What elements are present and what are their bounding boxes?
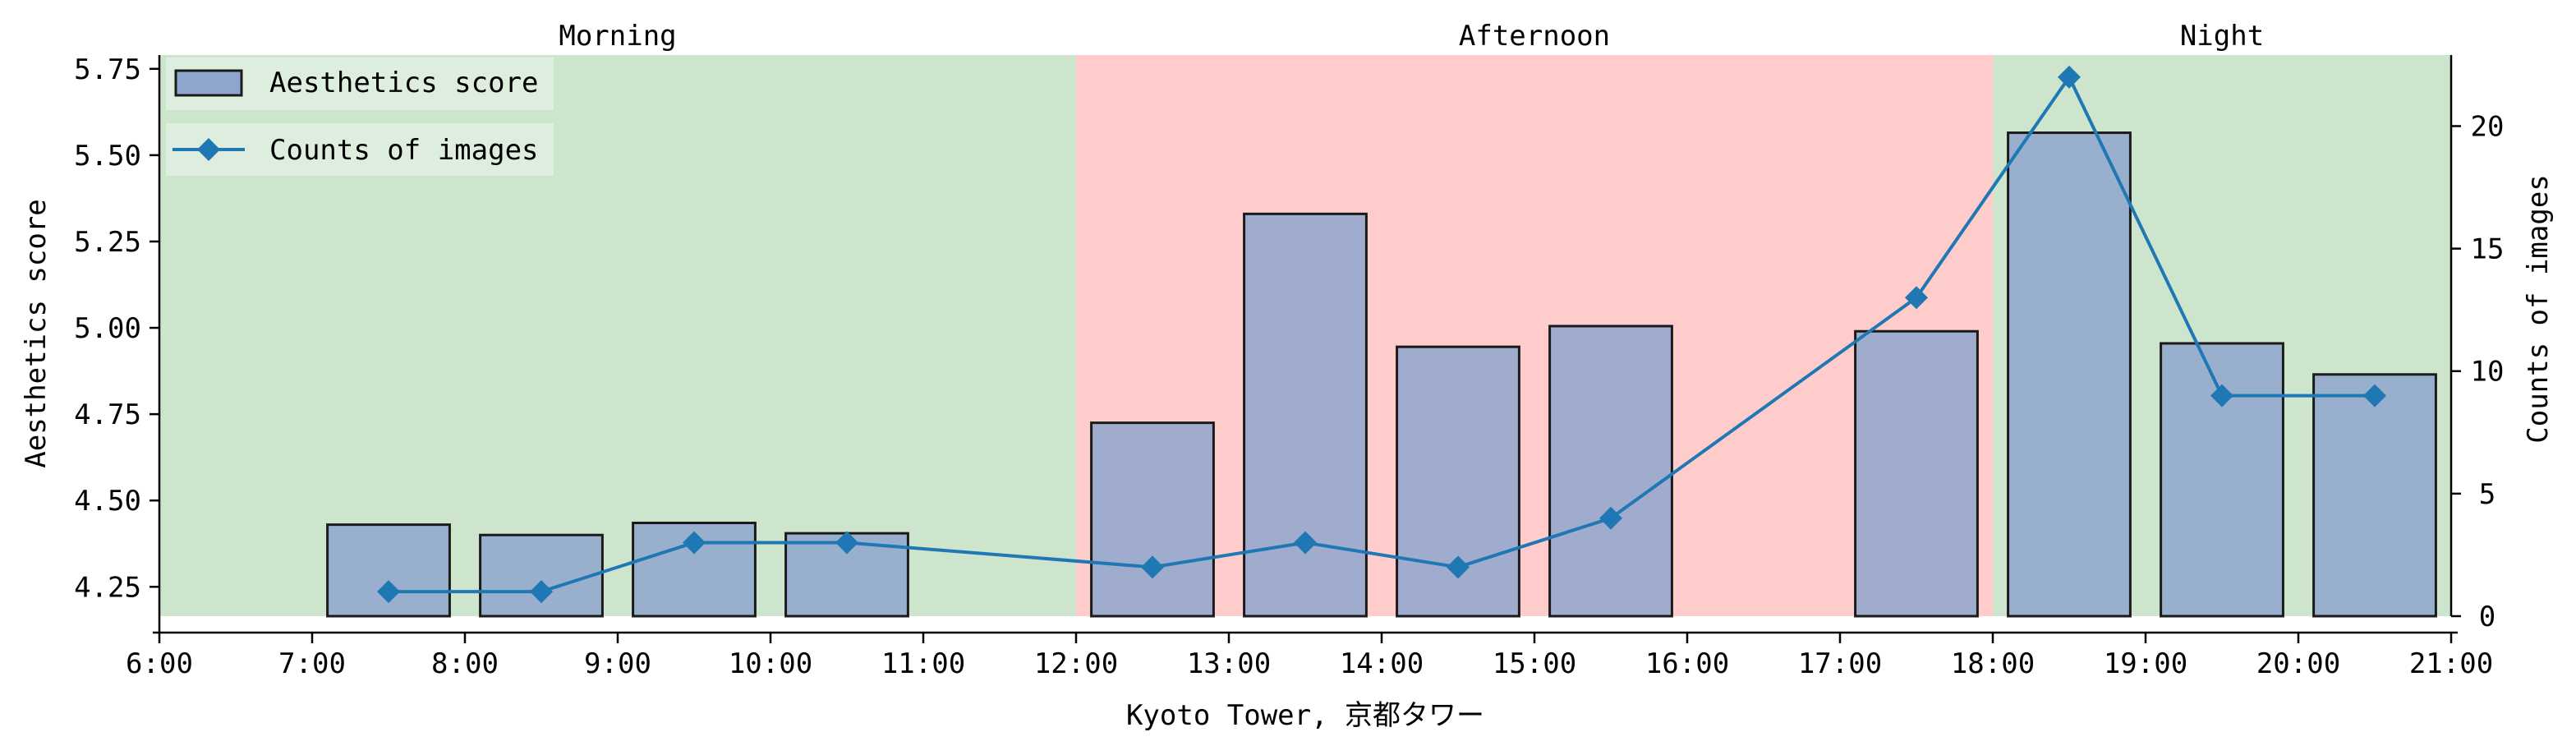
x-tick-label: 17:00 <box>1798 647 1882 680</box>
x-tick-label: 9:00 <box>584 647 651 680</box>
counts-marker <box>1294 531 1317 555</box>
x-tick-label: 7:00 <box>278 647 346 680</box>
aesthetics-bar <box>479 533 604 618</box>
counts-marker <box>683 531 706 555</box>
x-tick-label: 21:00 <box>2409 647 2493 680</box>
x-tick-label: 12:00 <box>1034 647 1118 680</box>
period-label-morning: Morning <box>559 20 676 53</box>
axes: 6:00 7:00 8:00 9:00 10:00 11:00 12:00 13:00 14:0… <box>74 53 2504 680</box>
aesthetics-bar <box>1854 329 1979 618</box>
y-tick-label: 4.75 <box>74 398 141 431</box>
aesthetics-bar <box>1090 421 1215 618</box>
x-tick-label: 18:00 <box>1951 647 2035 680</box>
x-tick-label: 14:00 <box>1340 647 1424 680</box>
counts-marker <box>2210 384 2233 407</box>
x-tick-label: 13:00 <box>1187 647 1271 680</box>
counts-line-series <box>377 65 2386 604</box>
counts-line <box>389 73 2375 594</box>
counts-marker <box>1141 555 1164 579</box>
aesthetics-bar <box>632 522 757 618</box>
x-tick-label: 10:00 <box>729 647 812 680</box>
aesthetics-bar <box>1243 212 1368 618</box>
aesthetics-bar <box>2007 131 2132 618</box>
counts-marker <box>530 580 553 604</box>
x-axis-label: Kyoto Tower, 京都タワー <box>1126 699 1484 732</box>
legend-swatch-marker <box>197 138 220 161</box>
counts-marker <box>1905 286 1928 310</box>
x-tick-label: 11:00 <box>881 647 965 680</box>
y-tick-label: 4.50 <box>74 485 141 518</box>
x-tick-label: 20:00 <box>2256 647 2340 680</box>
period-label-afternoon: Afternoon <box>1459 20 1610 53</box>
period-label-night: Night <box>2180 20 2264 53</box>
y2-tick-label: 20 <box>2471 110 2505 143</box>
y2-tick-label: 15 <box>2471 233 2505 266</box>
y2-tick-label: 5 <box>2479 478 2496 511</box>
y2-axis-label: Counts of images <box>2522 174 2555 444</box>
period-band-afternoon <box>1076 55 1993 616</box>
aesthetics-bar <box>1548 325 1673 618</box>
aesthetics-bars <box>326 131 2437 618</box>
y-tick-label: 5.00 <box>74 312 141 345</box>
x-tick-label: 16:00 <box>1645 647 1729 680</box>
counts-marker <box>1447 555 1470 579</box>
legend-swatch-bar <box>174 69 243 97</box>
counts-marker <box>835 531 858 555</box>
y-tick-label: 5.75 <box>74 53 141 86</box>
counts-marker <box>2058 65 2081 89</box>
x-tick-label: 6:00 <box>126 647 193 680</box>
y-tick-label: 5.50 <box>74 140 141 173</box>
y2-tick-label: 10 <box>2471 356 2505 389</box>
legend: Aesthetics score Counts of images <box>166 58 554 176</box>
aesthetics-bar <box>2312 373 2437 618</box>
y-axis-label: Aesthetics score <box>20 199 53 468</box>
y-tick-label: 4.25 <box>74 571 141 604</box>
period-band-morning <box>159 55 1076 616</box>
y-tick-label: 5.25 <box>74 226 141 259</box>
x-tick-label: 15:00 <box>1493 647 1576 680</box>
legend-label-aesthetics: Aesthetics score <box>269 67 539 99</box>
counts-marker <box>1599 506 1622 530</box>
y2-tick-label: 0 <box>2479 601 2496 633</box>
x-tick-label: 8:00 <box>431 647 499 680</box>
counts-marker <box>377 580 400 604</box>
x-tick-label: 19:00 <box>2104 647 2187 680</box>
legend-label-counts: Counts of images <box>269 134 539 167</box>
counts-marker <box>2363 384 2386 407</box>
